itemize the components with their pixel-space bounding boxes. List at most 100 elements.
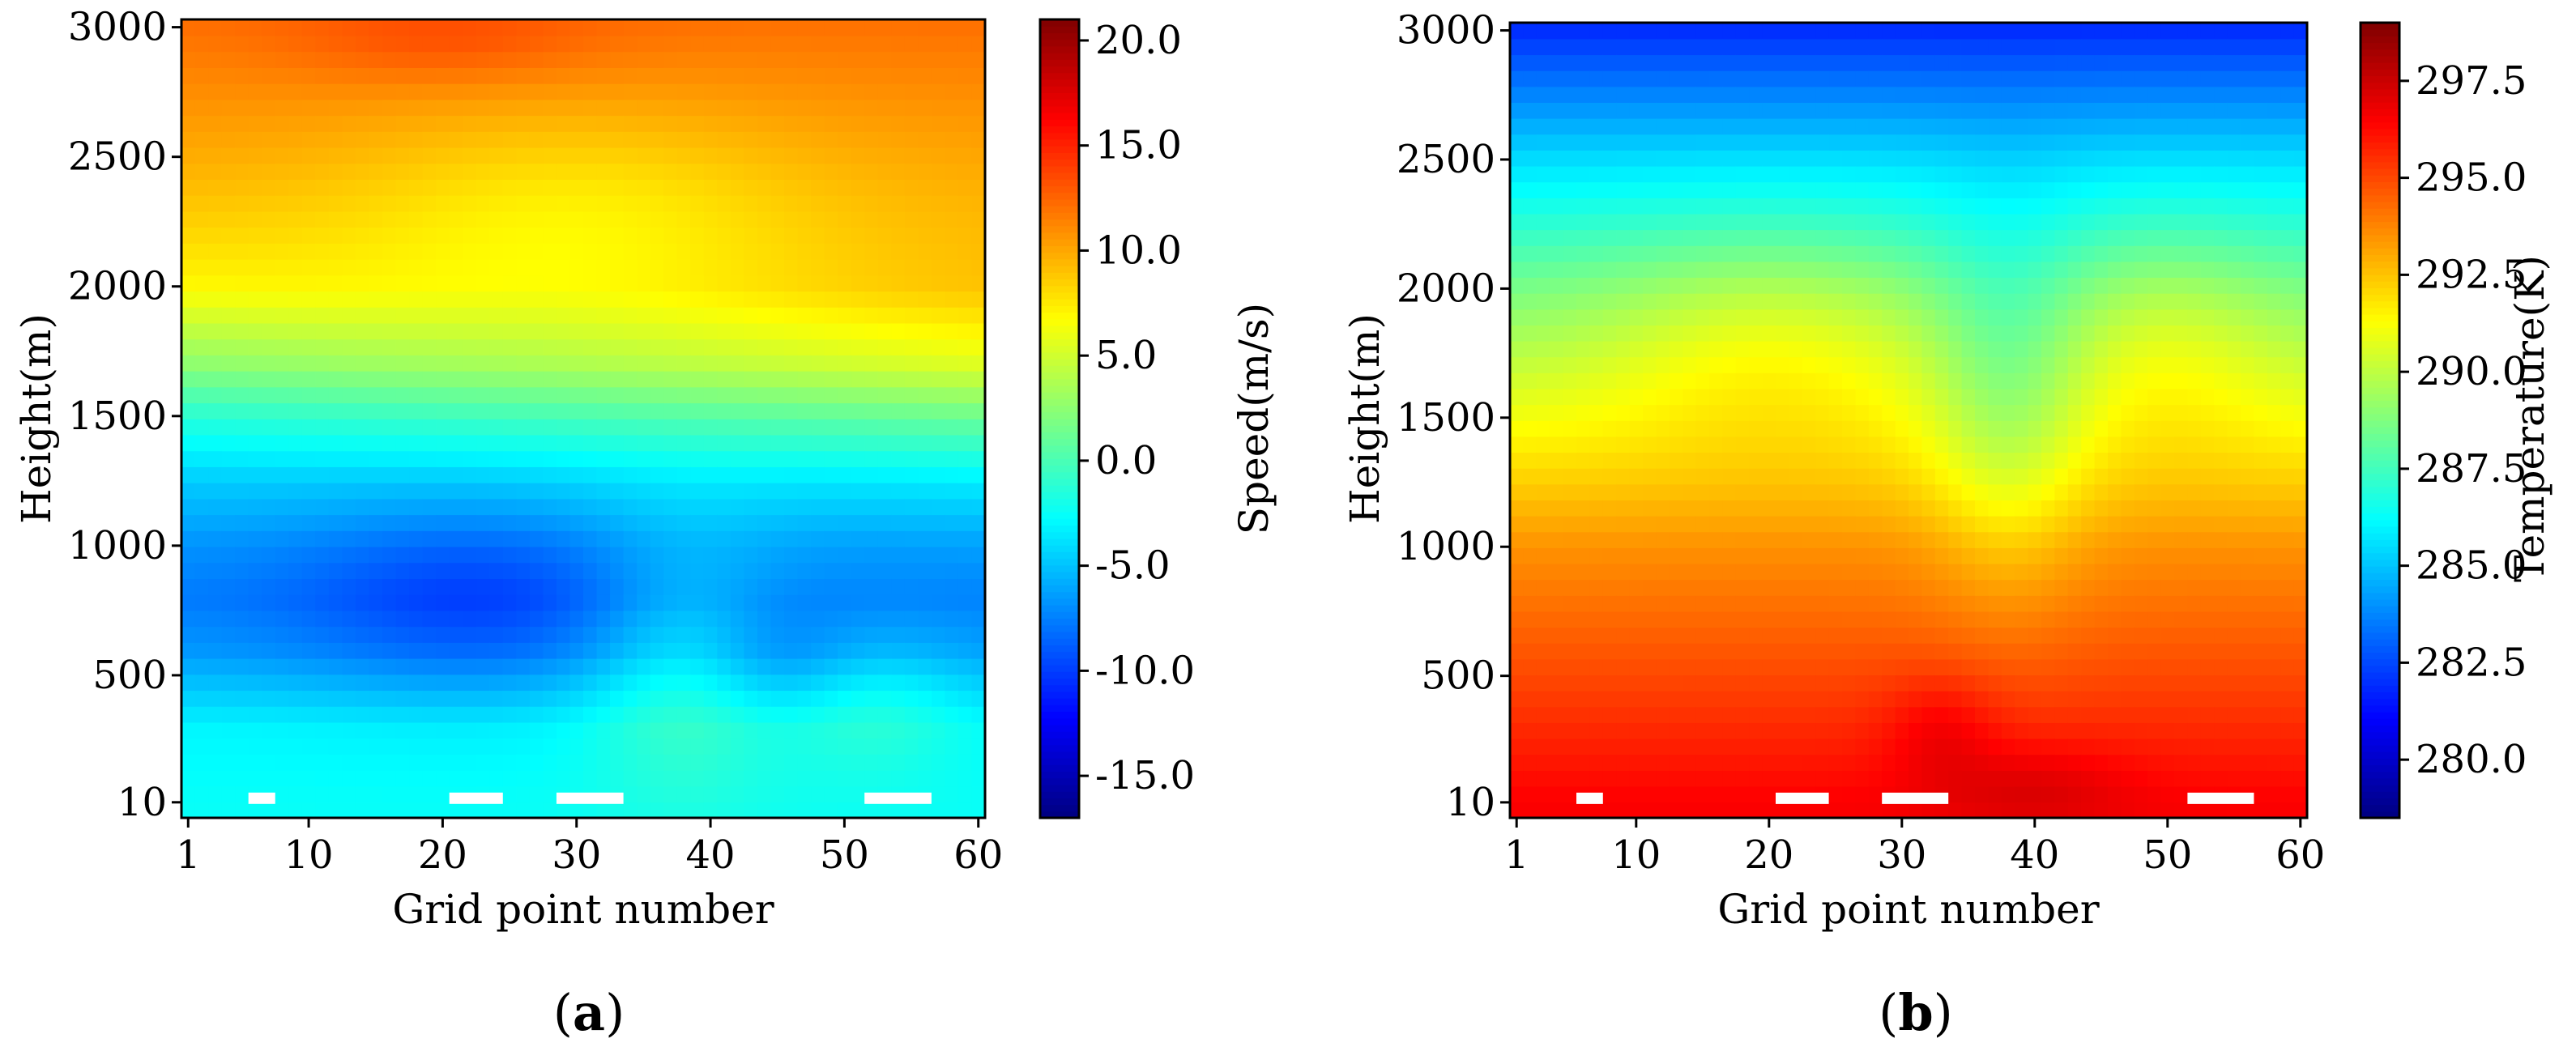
heatmap-cell — [1510, 54, 1525, 71]
heatmap-cell — [784, 658, 799, 675]
heatmap-cell — [422, 658, 437, 675]
heatmap-cell — [436, 642, 450, 659]
heatmap-cell — [1722, 595, 1737, 612]
heatmap-cell — [355, 179, 370, 196]
heatmap-cell — [1909, 563, 1923, 581]
heatmap-cell — [1762, 547, 1776, 564]
heatmap-cell — [891, 642, 906, 659]
heatmap-cell — [610, 338, 625, 355]
heatmap-cell — [1868, 325, 1883, 342]
heatmap-cell — [1815, 563, 1830, 581]
heatmap-cell — [449, 83, 463, 100]
heatmap-cell — [770, 785, 785, 803]
heatmap-cell — [1921, 627, 1936, 644]
heatmap-cell — [328, 482, 343, 500]
y-tick-label: 2000 — [68, 264, 167, 309]
heatmap-cell — [194, 402, 209, 419]
heatmap-cell — [838, 594, 852, 611]
heatmap-cell — [784, 562, 799, 579]
heatmap-cell — [757, 754, 772, 771]
heatmap-cell — [569, 258, 584, 276]
heatmap-cell — [342, 83, 356, 100]
heatmap-cell — [918, 51, 932, 68]
heatmap-cell — [1656, 642, 1670, 660]
heatmap-cell — [543, 674, 557, 692]
heatmap-cell — [516, 482, 531, 500]
heatmap-cell — [623, 530, 638, 547]
heatmap-cell — [744, 370, 758, 388]
heatmap-cell — [1709, 420, 1724, 437]
heatmap-cell — [569, 578, 584, 595]
heatmap-cell — [824, 386, 838, 404]
heatmap-cell — [1536, 86, 1550, 103]
heatmap-cell — [1656, 690, 1670, 708]
heatmap-cell — [784, 355, 799, 372]
heatmap-cell — [918, 83, 932, 100]
heatmap-cell — [730, 546, 745, 564]
heatmap-cell — [221, 769, 236, 787]
heatmap-cell — [1921, 675, 1936, 692]
heatmap-cell — [744, 594, 758, 611]
heatmap-cell — [569, 705, 584, 723]
heatmap-cell — [864, 131, 879, 148]
heatmap-cell — [583, 482, 598, 500]
heatmap-cell — [1709, 388, 1724, 406]
heatmap-cell — [864, 594, 879, 611]
heatmap-cell — [971, 610, 986, 628]
colorbar-step — [1040, 378, 1079, 386]
heatmap-cell — [476, 642, 491, 659]
heatmap-cell — [355, 211, 370, 228]
heatmap-cell — [1510, 229, 1525, 246]
heatmap-cell — [1722, 245, 1737, 262]
heatmap-cell — [1749, 515, 1764, 533]
heatmap-cell — [1550, 675, 1564, 692]
heatmap-cell — [1576, 436, 1591, 453]
heatmap-cell — [891, 626, 906, 643]
heatmap-cell — [1563, 802, 1577, 819]
heatmap-cell — [1855, 754, 1870, 771]
heatmap-cell — [328, 402, 343, 419]
heatmap-cell — [395, 562, 410, 579]
heatmap-cell — [1815, 467, 1830, 485]
heatmap-cell — [717, 642, 731, 659]
heatmap-cell — [904, 67, 919, 84]
heatmap-cell — [931, 131, 946, 148]
heatmap-cell — [1523, 165, 1537, 183]
heatmap-cell — [1762, 420, 1776, 437]
heatmap-cell — [1576, 70, 1591, 87]
heatmap-cell — [463, 306, 477, 324]
heatmap-cell — [516, 738, 531, 755]
heatmap-cell — [877, 610, 893, 628]
heatmap-cell — [1749, 150, 1764, 167]
heatmap-cell — [1669, 245, 1683, 262]
heatmap-cell — [851, 147, 865, 164]
heatmap-cell — [248, 642, 262, 659]
heatmap-cell — [1909, 452, 1923, 469]
heatmap-cell — [1695, 802, 1710, 819]
heatmap-cell — [569, 738, 584, 755]
heatmap-cell — [1868, 500, 1883, 517]
heatmap-cell — [409, 658, 424, 675]
heatmap-cell — [663, 35, 678, 53]
heatmap-cell — [690, 99, 705, 117]
heatmap-cell — [1855, 452, 1870, 469]
heatmap-cell — [395, 642, 410, 659]
colorbar-step — [1040, 212, 1079, 220]
heatmap-cell — [194, 35, 209, 53]
heatmap-cell — [1695, 150, 1710, 167]
heatmap-cell — [1961, 181, 1976, 198]
heatmap-cell — [637, 562, 651, 579]
heatmap-cell — [797, 802, 812, 819]
heatmap-cell — [1550, 181, 1564, 198]
heatmap-cell — [1576, 245, 1591, 262]
heatmap-cell — [637, 626, 651, 643]
heatmap-cell — [864, 275, 879, 292]
heatmap-cell — [262, 51, 276, 68]
heatmap-cell — [623, 338, 638, 355]
heatmap-cell — [409, 35, 424, 53]
heatmap-cell — [1868, 134, 1883, 151]
heatmap-cell — [877, 355, 893, 372]
heatmap-cell — [181, 243, 196, 260]
heatmap-cell — [637, 211, 651, 228]
heatmap-cell — [1762, 515, 1776, 533]
